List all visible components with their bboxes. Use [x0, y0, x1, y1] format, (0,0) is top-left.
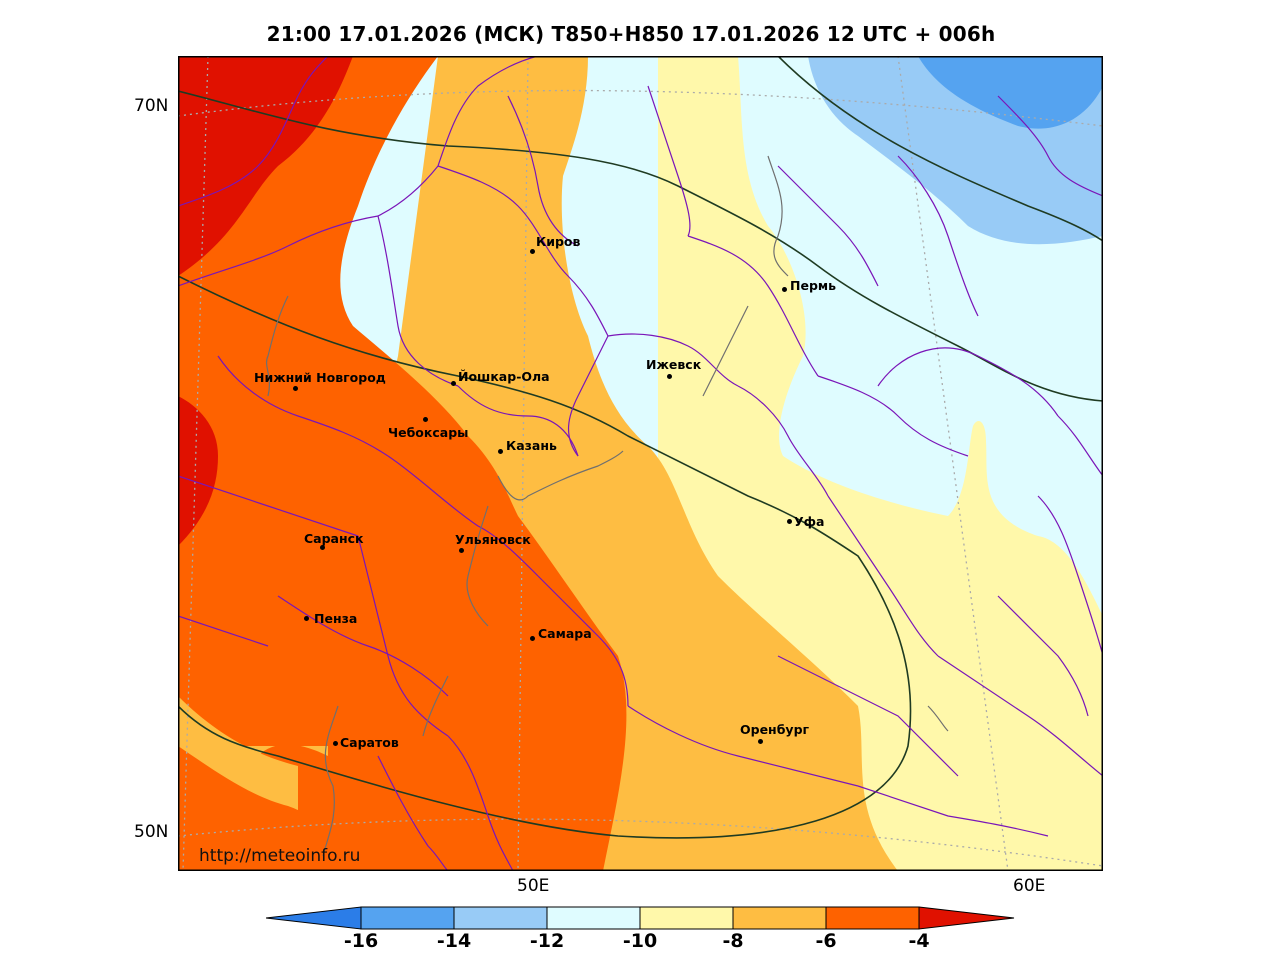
city-label-cheboksary: Чебоксары	[388, 425, 469, 440]
colorbar-label-minus10: -10	[622, 930, 658, 952]
zone-above-minus4	[178, 56, 353, 276]
city-label-orenburg: Оренбург	[740, 722, 810, 737]
city-label-perm: Пермь	[790, 278, 837, 293]
city-dot-yoshkar-ola	[451, 381, 456, 386]
city-label-ulyanovsk: Ульяновск	[455, 532, 531, 547]
city-dot-kirov	[530, 249, 535, 254]
city-label-penza: Пенза	[314, 611, 358, 626]
city-dot-ulyanovsk	[459, 548, 464, 553]
map-title: 21:00 17.01.2026 (МСК) T850+H850 17.01.2…	[266, 22, 996, 46]
rivers	[265, 155, 949, 857]
city-label-nizhny-novgorod: Нижний Новгород	[254, 370, 386, 385]
colorbar-segment-minus8-minus6	[732, 906, 827, 930]
city-dot-cheboksary	[423, 417, 428, 422]
city-dot-izhevsk	[667, 374, 672, 379]
colorbar-segment-minus16-minus14	[360, 906, 455, 930]
colorbar-segment-minus14-minus12	[453, 906, 548, 930]
city-label-saratov: Саратов	[340, 735, 399, 750]
colorbar-label-minus4: -4	[908, 930, 930, 952]
colorbar-label-minus6: -6	[815, 930, 837, 952]
lon-label-60e: 60E	[1013, 876, 1046, 896]
city-dot-orenburg	[758, 739, 763, 744]
lat-label-50n: 50N	[134, 822, 169, 842]
city-dot-perm	[782, 287, 787, 292]
colorbar-segment-below-minus16	[266, 906, 362, 930]
lon-label-50e: 50E	[517, 876, 550, 896]
map-canvas	[178, 56, 1103, 871]
city-label-kazan: Казань	[506, 438, 557, 453]
colorbar-label-minus12: -12	[529, 930, 565, 952]
city-dot-nizhny-novgorod	[293, 386, 298, 391]
zone-minus6-minus4	[178, 56, 627, 871]
city-label-yoshkar-ola: Йошкар-Ола	[458, 369, 550, 384]
colorbar-segment-above-minus4	[918, 906, 1015, 930]
city-label-saransk: Саранск	[304, 531, 364, 546]
colorbar-segment-minus6-minus4	[825, 906, 920, 930]
zone-minus16-minus14	[918, 56, 1103, 129]
colorbar-graphic	[266, 906, 1015, 930]
city-dot-ufa	[787, 519, 792, 524]
city-dot-saratov	[333, 741, 338, 746]
city-label-kirov: Киров	[536, 234, 581, 249]
isohypses	[178, 56, 1103, 839]
city-label-samara: Самара	[538, 626, 592, 641]
colorbar-label-minus8: -8	[722, 930, 744, 952]
map-border	[178, 56, 1103, 871]
city-dot-saransk	[320, 545, 325, 550]
city-dot-kazan	[498, 449, 503, 454]
colorbar-label-minus16: -16	[343, 930, 379, 952]
city-dot-penza	[304, 616, 309, 621]
colorbar-segment-minus12-minus10	[546, 906, 641, 930]
temperature-map[interactable]	[178, 56, 1103, 871]
colorbar	[266, 906, 1016, 930]
graticule	[178, 56, 1103, 871]
colorbar-segment-minus10-minus8	[639, 906, 734, 930]
lat-label-70n: 70N	[134, 96, 169, 116]
region-borders	[178, 56, 1103, 871]
colorbar-label-minus14: -14	[436, 930, 472, 952]
city-label-ufa: Уфа	[794, 514, 825, 529]
city-dot-samara	[530, 636, 535, 641]
city-label-izhevsk: Ижевск	[646, 357, 702, 372]
credit-link[interactable]: http://meteoinfo.ru	[199, 846, 361, 866]
